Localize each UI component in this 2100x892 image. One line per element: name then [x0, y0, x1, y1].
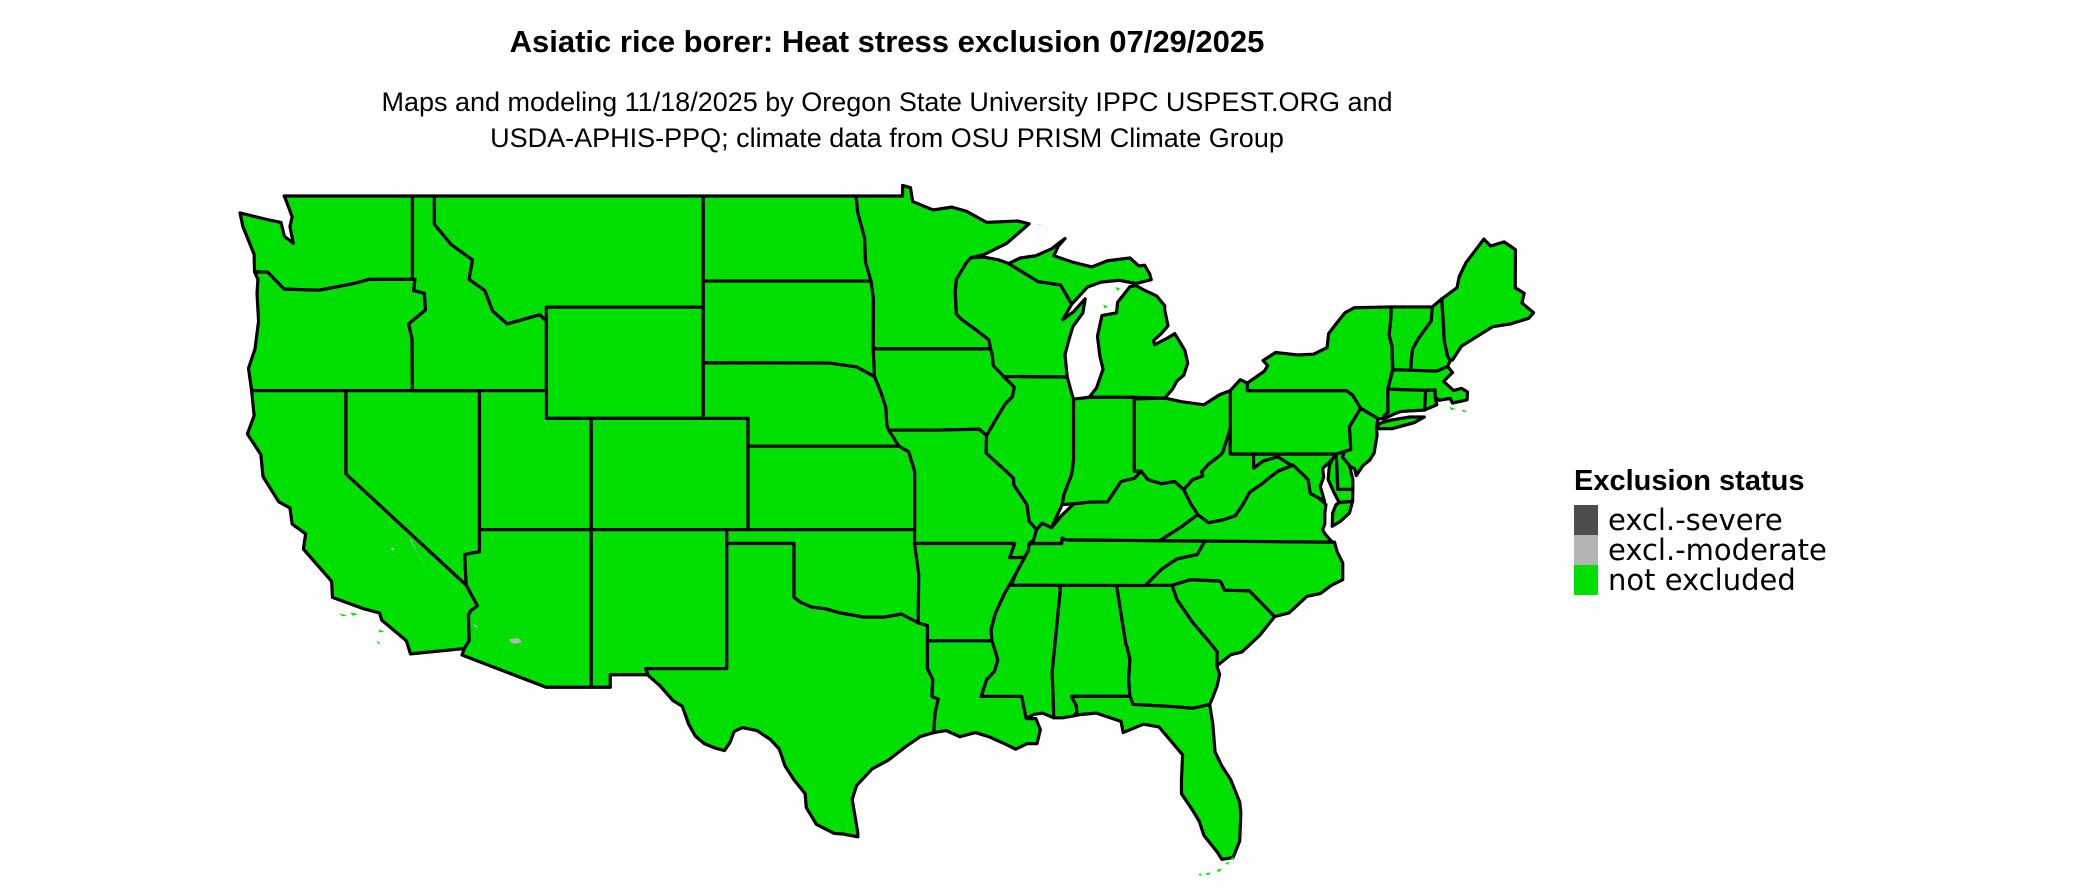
island-5	[378, 629, 385, 633]
island-7	[1449, 406, 1456, 411]
island-13	[1198, 873, 1202, 877]
legend-label-moderate: excl.-moderate	[1608, 533, 1827, 567]
state-md	[1254, 454, 1337, 501]
island-9	[1230, 856, 1235, 861]
state-ct	[1384, 389, 1426, 419]
moderate-patch-3	[509, 638, 523, 645]
moderate-patch-2	[473, 623, 479, 629]
state-wy	[546, 307, 703, 418]
subtitle-line-2: USDA-APHIS-PPQ; climate data from OSU PR…	[490, 123, 1284, 153]
legend-row-not-excluded: not excluded	[1574, 565, 1827, 595]
island-6	[376, 640, 381, 645]
island-1	[1115, 287, 1120, 292]
legend: Exclusion status excl.-severe excl.-mode…	[1574, 466, 1827, 595]
island-10	[1225, 860, 1230, 865]
state-nd	[703, 196, 871, 281]
state-tx	[646, 544, 939, 837]
state-az	[462, 530, 591, 688]
island-0	[1034, 223, 1051, 230]
state-li	[1376, 417, 1424, 429]
legend-swatch-moderate	[1574, 535, 1598, 565]
state-co	[591, 418, 748, 529]
state-me	[1442, 239, 1534, 360]
state-or	[249, 272, 426, 391]
state-oh	[1134, 391, 1230, 490]
island-3	[339, 613, 348, 617]
state-wi	[955, 257, 1085, 377]
island-11	[1216, 868, 1222, 873]
legend-title: Exclusion status	[1574, 465, 1805, 497]
legend-swatch-severe	[1574, 505, 1598, 535]
island-12	[1204, 872, 1211, 876]
state-miup	[1009, 239, 1152, 305]
moderate-patch-0	[408, 537, 426, 568]
island-2	[1103, 304, 1108, 309]
state-milp	[1089, 286, 1188, 399]
legend-label-not-excluded: not excluded	[1608, 563, 1796, 597]
subtitle: Maps and modeling 11/18/2025 by Oregon S…	[381, 84, 1392, 156]
subtitle-line-1: Maps and modeling 11/18/2025 by Oregon S…	[381, 87, 1393, 117]
legend-row-moderate: excl.-moderate	[1574, 535, 1827, 565]
moderate-patch-1	[390, 547, 395, 551]
legend-swatch-not-excluded	[1574, 565, 1598, 595]
state-il	[986, 376, 1073, 529]
page-title: Asiatic rice borer: Heat stress exclusio…	[509, 24, 1265, 59]
state-nm	[591, 530, 727, 688]
legend-row-severe: excl.-severe	[1574, 505, 1827, 535]
island-8	[1461, 409, 1468, 413]
state-vaes	[1332, 501, 1352, 526]
island-4	[350, 612, 359, 616]
state-ks	[748, 446, 915, 529]
state-fl	[1072, 696, 1241, 859]
legend-label-severe: excl.-severe	[1608, 503, 1783, 537]
state-nj	[1342, 408, 1378, 475]
